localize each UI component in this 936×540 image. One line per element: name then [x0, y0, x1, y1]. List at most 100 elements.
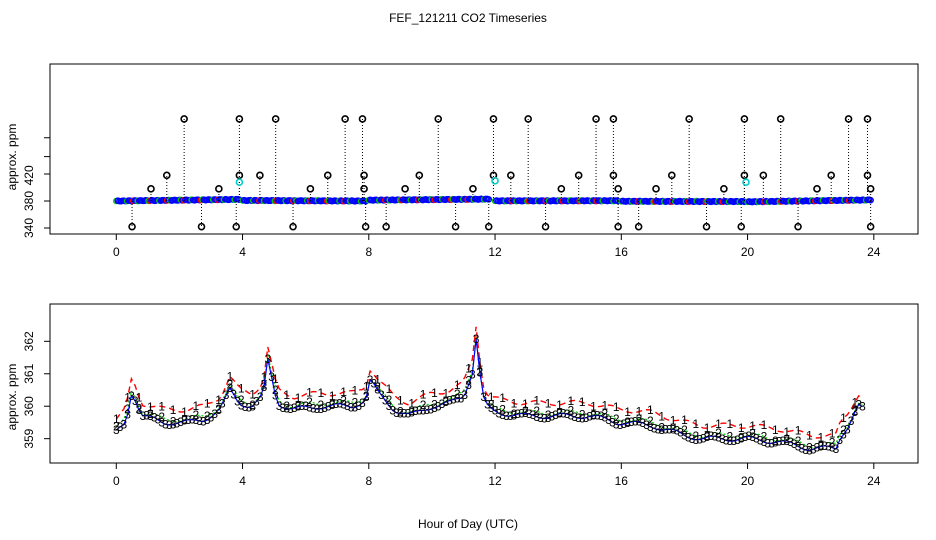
bottom-series-marker-3: 3 — [264, 352, 271, 366]
bottom-series-marker-3: 3 — [590, 409, 597, 423]
top-spike-low-point — [866, 222, 875, 231]
bottom-series-marker-3: 3 — [810, 442, 817, 456]
bottom-series-marker-2: 2 — [567, 403, 574, 417]
top-x-tick-label: 4 — [239, 245, 246, 259]
bottom-series-marker-2: 2 — [715, 426, 722, 440]
top-spike-mid-point — [827, 171, 836, 180]
bottom-series-marker-3: 3 — [598, 409, 605, 423]
bottom-series-marker-3: 3 — [571, 410, 578, 424]
bottom-series-marker-3: 3 — [272, 389, 279, 403]
bottom-series-marker-3: 3 — [348, 401, 355, 415]
bottom-series-marker-2: 2 — [420, 398, 427, 412]
bottom-series-marker-2: 2 — [488, 398, 495, 412]
bottom-series-marker-2: 2 — [317, 398, 324, 412]
bottom-series-marker-3: 3 — [499, 408, 506, 422]
bottom-series-marker-3: 3 — [799, 442, 806, 456]
bottom-series-marker-1: 1 — [658, 410, 665, 424]
bottom-x-tick-label: 20 — [741, 474, 755, 488]
bottom-series-marker-3: 3 — [825, 439, 832, 453]
bottom-series-marker-3: 3 — [704, 430, 711, 444]
top-spike-mid-point — [759, 171, 768, 180]
bottom-series-marker-1: 1 — [533, 393, 540, 407]
bottom-series-marker-2: 2 — [352, 396, 359, 410]
bottom-series-marker-3: 3 — [424, 403, 431, 417]
bottom-series-marker-2: 2 — [806, 440, 813, 454]
bottom-series-marker-3: 3 — [670, 422, 677, 436]
bottom-series-marker-1: 1 — [590, 399, 597, 413]
bottom-series-marker-1: 1 — [204, 397, 211, 411]
bottom-series-marker-3: 3 — [745, 429, 752, 443]
bottom-series-marker-3: 3 — [412, 404, 419, 418]
bottom-series-marker-3: 3 — [268, 370, 275, 384]
bottom-series-marker-1: 1 — [431, 386, 438, 400]
bottom-series-marker-3: 3 — [469, 368, 476, 382]
bottom-series-marker-3: 3 — [836, 433, 843, 447]
bottom-series-marker-2: 2 — [579, 407, 586, 421]
bottom-series-marker-3: 3 — [602, 411, 609, 425]
bottom-series-marker-2: 2 — [192, 408, 199, 422]
bottom-series-marker-3: 3 — [526, 407, 533, 421]
top-spike-high-point — [740, 115, 749, 123]
bottom-series-marker-1: 1 — [613, 400, 620, 414]
bottom-x-tick-label: 24 — [867, 474, 881, 488]
bottom-series-marker-3: 3 — [639, 416, 646, 430]
bottom-series-marker-1: 1 — [227, 369, 234, 383]
bottom-series-marker-3: 3 — [162, 417, 169, 431]
bottom-series-marker-3: 3 — [700, 432, 707, 446]
bottom-series-marker-1: 1 — [727, 417, 734, 431]
bottom-series-marker-1: 1 — [488, 390, 495, 404]
bottom-series-marker-3: 3 — [511, 408, 518, 422]
bottom-series-marker-3: 3 — [723, 433, 730, 447]
top-spike-high-point — [685, 115, 693, 123]
bottom-series-marker-2: 2 — [499, 403, 506, 417]
bottom-series-marker-3: 3 — [257, 390, 264, 404]
bottom-series-marker-3: 3 — [764, 436, 771, 450]
bottom-series-marker-3: 3 — [609, 415, 616, 429]
bottom-series-marker-3: 3 — [234, 394, 241, 408]
top-x-tick-label: 0 — [113, 245, 120, 259]
bottom-x-tick-label: 16 — [615, 474, 629, 488]
top-spike-mid-point — [323, 171, 332, 180]
bottom-series-marker-3: 3 — [461, 388, 468, 402]
bottom-series-marker-3: 3 — [492, 404, 499, 418]
bottom-series-marker-3: 3 — [772, 436, 779, 450]
bottom-series-marker-3: 3 — [624, 416, 631, 430]
bottom-series-marker-1: 1 — [113, 412, 120, 426]
bottom-series-marker-3: 3 — [204, 413, 211, 427]
bottom-series-marker-3: 3 — [620, 417, 627, 431]
top-spike-high-point — [524, 115, 532, 123]
bottom-series-marker-1: 1 — [329, 389, 336, 403]
bottom-series-marker-2: 2 — [658, 421, 665, 435]
top-spike-small-point — [557, 185, 566, 193]
bottom-series-marker-2: 2 — [374, 380, 381, 394]
bottom-series-marker-3: 3 — [291, 401, 298, 415]
bottom-series-marker-1: 1 — [829, 427, 836, 441]
bottom-series-marker-2: 2 — [136, 401, 143, 415]
top-cyan-marker — [235, 178, 244, 186]
bottom-series-marker-3: 3 — [283, 402, 290, 416]
bottom-x-tick-label: 4 — [239, 474, 246, 488]
top-spike-low-point — [614, 222, 622, 231]
bottom-series-line-1 — [115, 326, 863, 439]
bottom-series-marker-3: 3 — [628, 415, 635, 429]
bottom-series-marker-3: 3 — [787, 435, 794, 449]
bottom-series-marker-3: 3 — [246, 400, 253, 414]
top-spike-low-point — [737, 222, 746, 231]
bottom-series-marker-3: 3 — [465, 378, 472, 392]
bottom-series-marker-3: 3 — [378, 388, 385, 402]
bottom-series-marker-3: 3 — [768, 436, 775, 450]
bottom-series-marker-2: 2 — [454, 387, 461, 401]
bottom-series-marker-3: 3 — [340, 398, 347, 412]
top-spike-small-point — [360, 185, 368, 193]
bottom-series-marker-1: 1 — [238, 381, 245, 395]
bottom-series-marker-3: 3 — [647, 420, 654, 434]
bottom-series-marker-3: 3 — [586, 409, 593, 423]
bottom-series-marker-3: 3 — [757, 433, 764, 447]
bottom-series-marker-3: 3 — [355, 399, 362, 413]
top-spike-low-point — [484, 222, 493, 231]
bottom-series-marker-2: 2 — [647, 414, 654, 428]
bottom-series-marker-3: 3 — [147, 409, 154, 423]
bottom-series-marker-3: 3 — [583, 411, 590, 425]
bottom-series-marker-1: 1 — [852, 395, 859, 409]
